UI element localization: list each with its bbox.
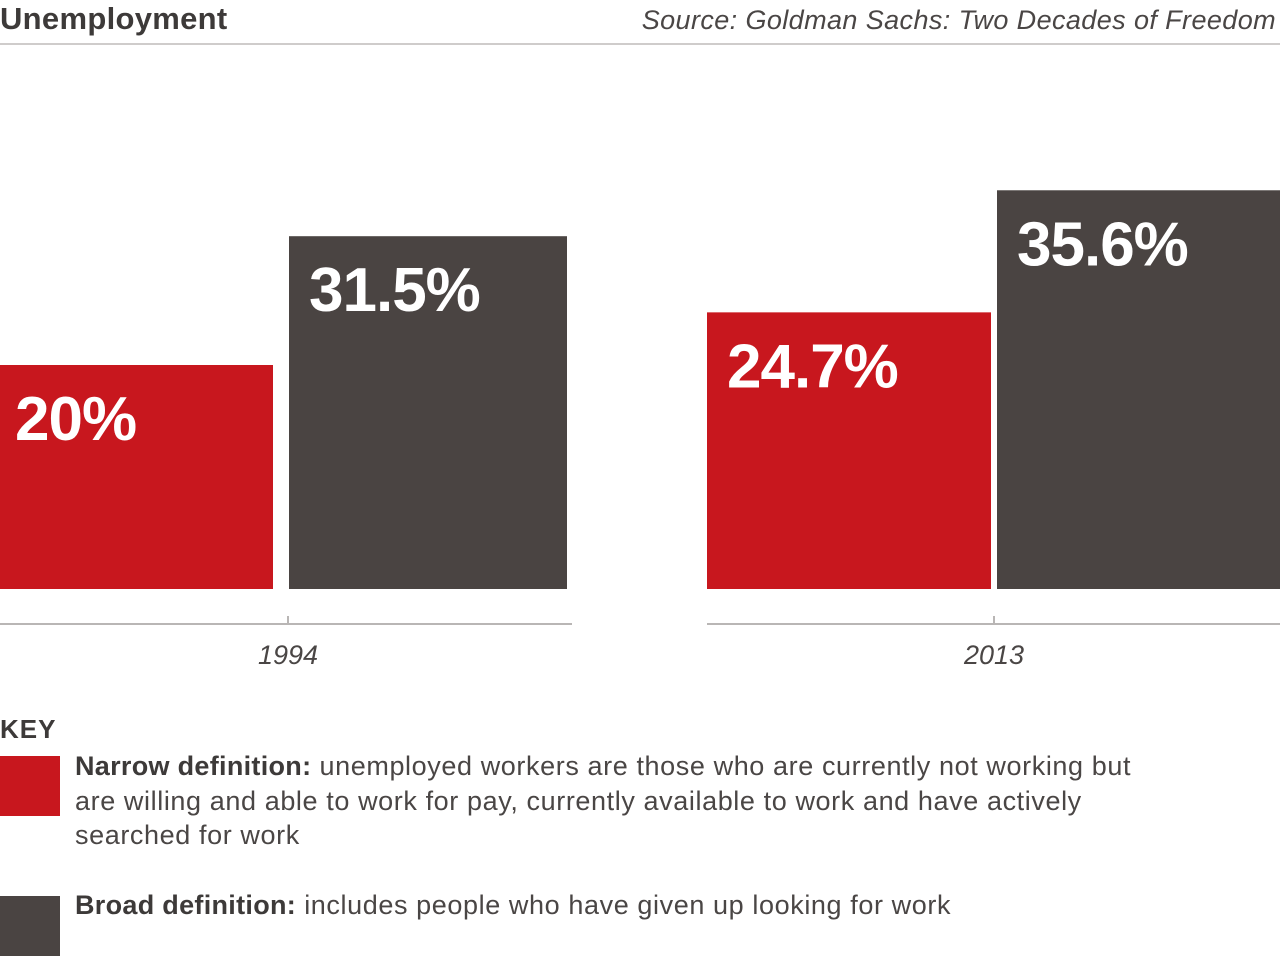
chart-title: Unemployment: [0, 1, 228, 36]
bar-narrow-1994: [0, 365, 273, 589]
key-item-narrow: Narrow definition: unemployed workers ar…: [75, 749, 1155, 853]
key-description-broad: includes people who have given up lookin…: [304, 890, 952, 920]
key-title: KEY: [0, 714, 57, 744]
bar-broad-1994: [289, 236, 567, 589]
data-label-broad-1994: 31.5%: [309, 256, 480, 325]
key-swatch-narrow: [0, 756, 60, 816]
key-description-narrow: unemployed workers are those who are cur…: [75, 751, 1132, 850]
data-label-narrow-1994: 20%: [15, 385, 136, 454]
bar-broad-2013: [997, 190, 1280, 589]
bar-chart: 20% 31.5% 1994 24.7% 35.6% 2013: [0, 190, 1280, 670]
bar-narrow-2013: [707, 312, 991, 589]
x-tick-label-2013: 2013: [963, 640, 1024, 670]
chart-source: Source: Goldman Sachs: Two Decades of Fr…: [641, 5, 1276, 35]
data-label-broad-2013: 35.6%: [1017, 210, 1188, 279]
key-term-broad: Broad definition:: [75, 890, 297, 920]
key-term-narrow: Narrow definition:: [75, 751, 312, 781]
header-divider: [0, 43, 1280, 45]
key-swatch-broad: [0, 896, 60, 956]
x-tick-label-1994: 1994: [258, 640, 318, 670]
data-label-narrow-2013: 24.7%: [727, 332, 898, 401]
key-item-broad: Broad definition: includes people who ha…: [75, 888, 1155, 923]
